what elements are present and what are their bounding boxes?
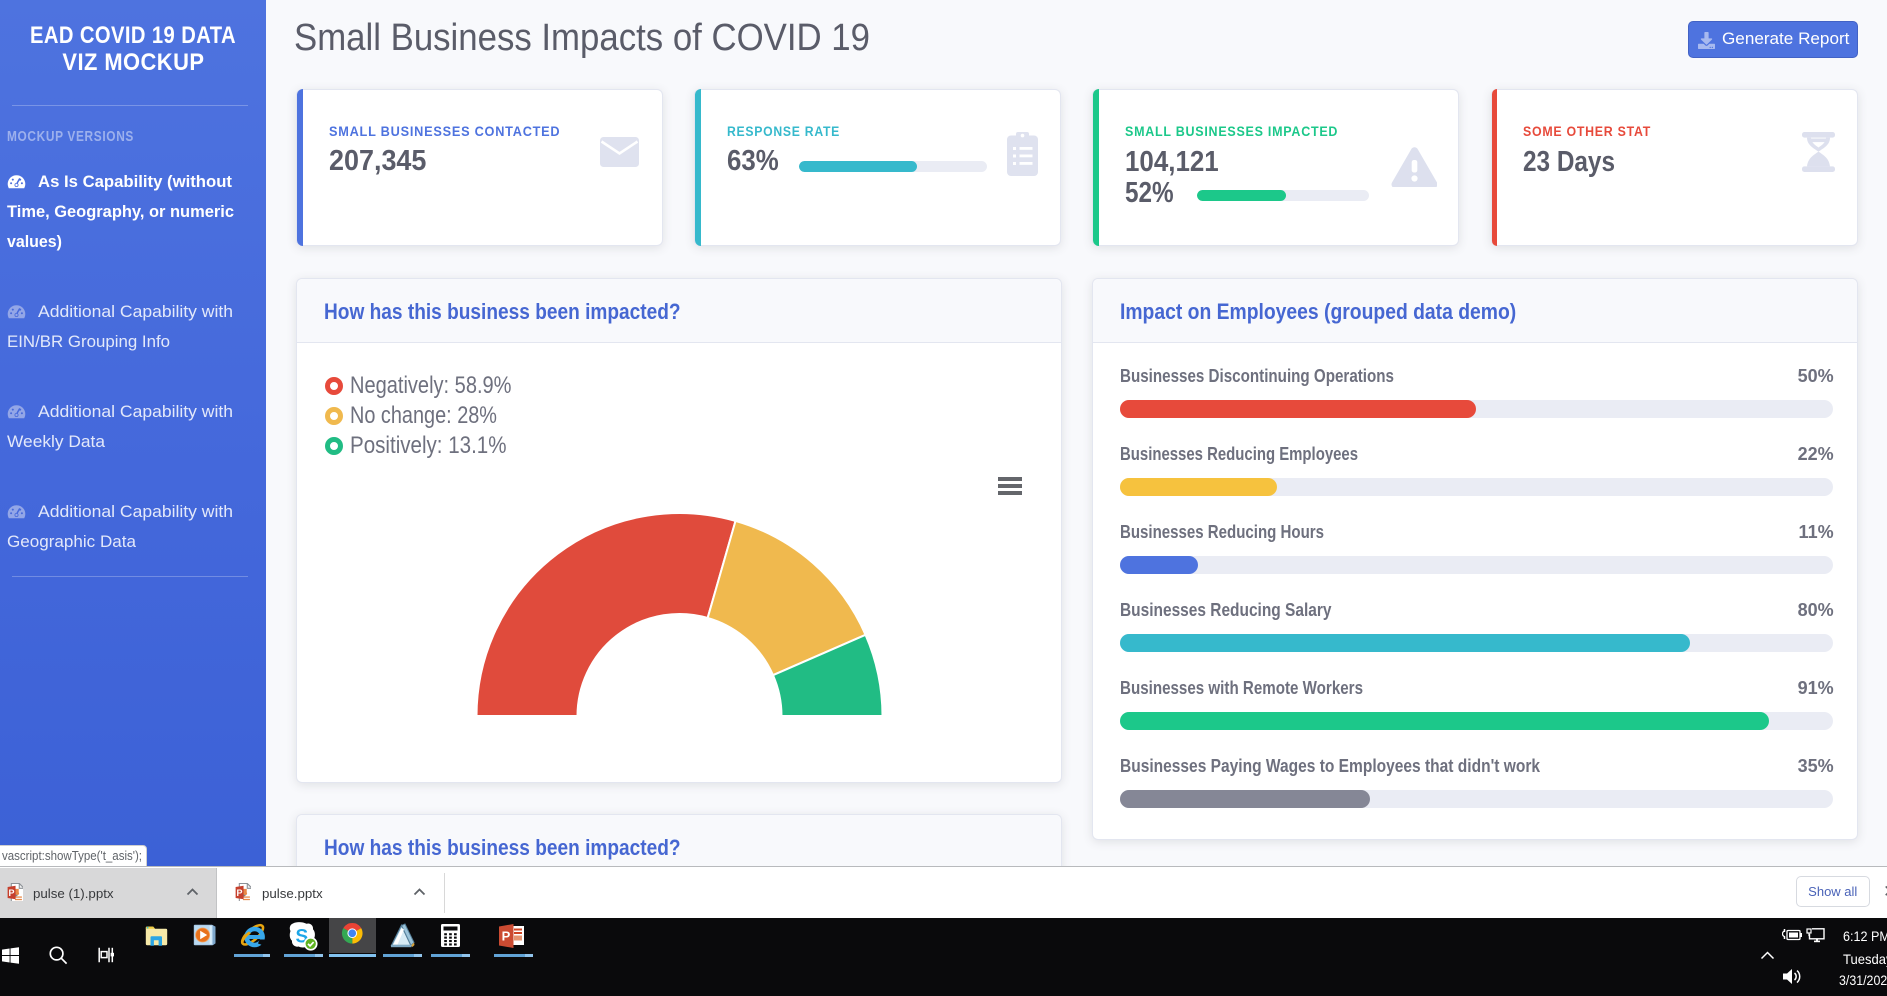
svg-text:P: P: [8, 888, 14, 898]
svg-text:P: P: [237, 888, 243, 898]
svg-text:P: P: [501, 929, 510, 944]
